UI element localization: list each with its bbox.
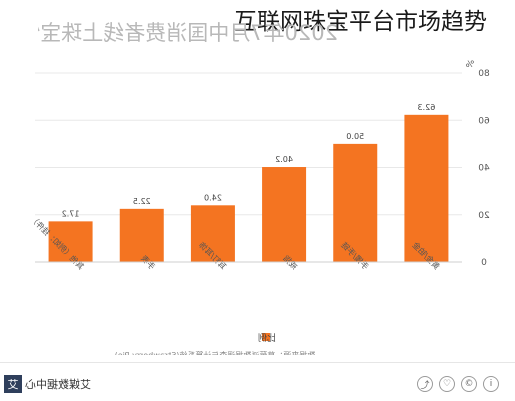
footer: 艾 艾媒数据中心 ⤴ ♡ © i xyxy=(0,362,515,401)
data-label: 22.5 xyxy=(133,197,151,206)
chart: 0 20 40 60 80% 62.3 黄金/铂金 50.0 手镯/手链 40.2 戒指 24.0 耳钉… xyxy=(0,55,515,360)
y-tick-label: 60 xyxy=(478,116,490,126)
share-icon[interactable]: ⤴ xyxy=(417,376,433,392)
data-label: 62.3 xyxy=(418,103,436,112)
bar xyxy=(119,208,164,262)
brand-logo[interactable]: 艾 艾媒数据中心 xyxy=(4,375,91,393)
data-label: 17.2 xyxy=(62,209,80,218)
bar xyxy=(190,205,235,262)
brand-name: 艾媒数据中心 xyxy=(25,378,91,391)
copyright-icon[interactable]: © xyxy=(461,376,477,392)
bar xyxy=(48,221,93,262)
chart-title: 2020年7月中国消费者线上珠宝饰品种类分布情况 xyxy=(38,21,338,45)
bar xyxy=(262,167,307,262)
data-label: 40.2 xyxy=(275,155,293,164)
legend-swatch xyxy=(262,333,270,341)
source-note: 数据来源：草莓派数据调查与计算系统(Strawberry Pie) xyxy=(115,350,316,355)
info-icon[interactable]: i xyxy=(483,376,499,392)
bar xyxy=(404,114,449,262)
data-label: 50.0 xyxy=(346,132,364,141)
legend-label: 比例 xyxy=(258,332,276,344)
y-tick-label: 20 xyxy=(478,211,490,221)
y-tick-label: 40 xyxy=(478,164,490,174)
y-tick-label: 0 xyxy=(481,258,487,268)
share-icons: ⤴ ♡ © i xyxy=(417,376,499,392)
data-label: 24.0 xyxy=(204,193,222,202)
bar-chart-svg: 020406080%62.3黄金/铂金50.0手镯/手链40.2戒指24.0耳钉… xyxy=(28,60,490,360)
page-title: 互联网珠宝平台市场趋势 xyxy=(234,9,487,35)
y-tick-label: 80 xyxy=(478,69,490,79)
bar xyxy=(333,143,378,262)
unit-label: % xyxy=(465,60,474,70)
like-icon[interactable]: ♡ xyxy=(439,376,455,392)
logo-icon: 艾 xyxy=(4,375,22,393)
legend: 比例 xyxy=(258,332,276,344)
